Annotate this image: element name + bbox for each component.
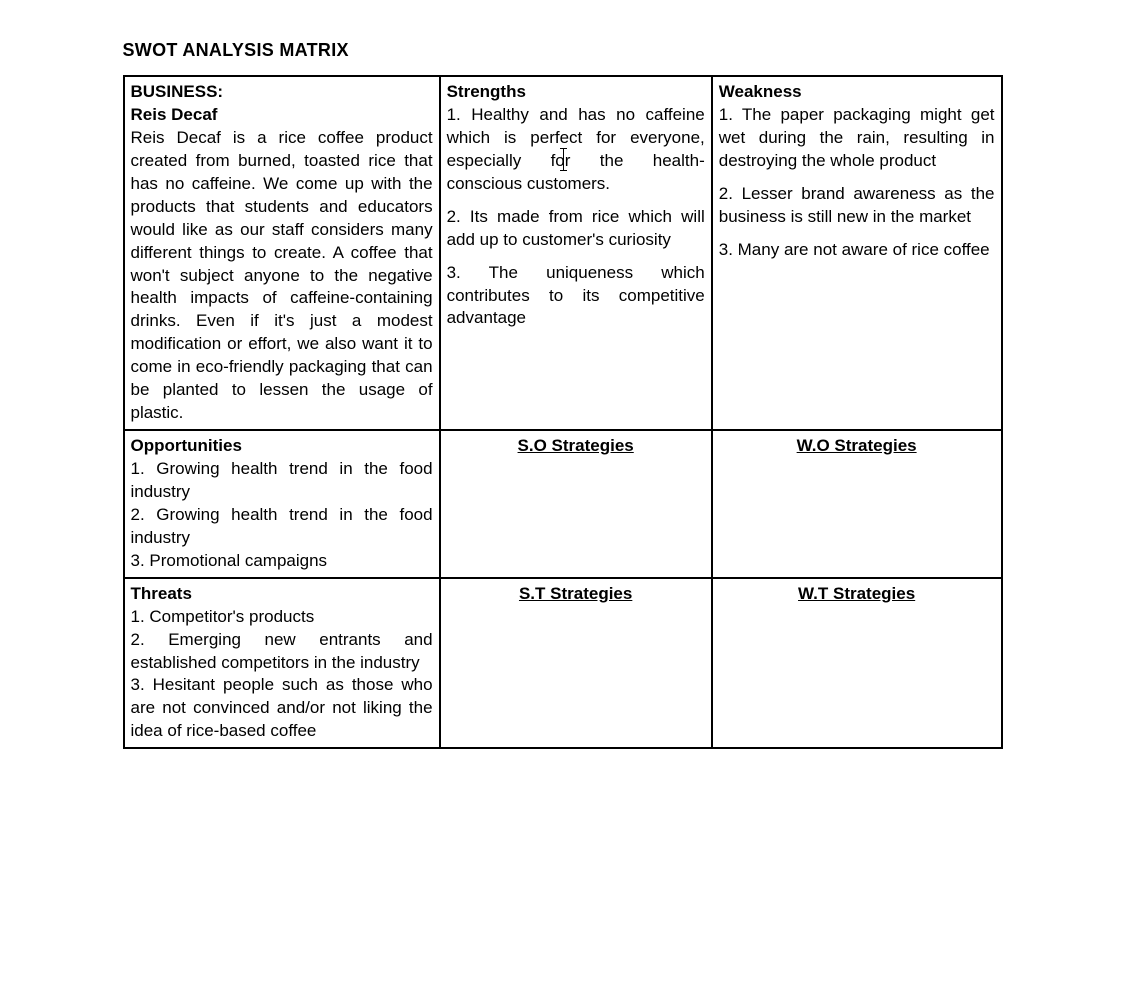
weakness-cell: Weakness 1. The paper packaging might ge… — [712, 76, 1002, 430]
threats-cell: Threats 1. Competitor's products 2. Emer… — [124, 578, 440, 749]
page-title: SWOT ANALYSIS MATRIX — [123, 40, 1003, 61]
so-strategies-label: S.O Strategies — [447, 435, 705, 458]
document-wrapper: SWOT ANALYSIS MATRIX BUSINESS: Reis Deca… — [123, 40, 1003, 749]
swot-row-threats: Threats 1. Competitor's products 2. Emer… — [124, 578, 1002, 749]
threats-label: Threats — [131, 583, 433, 606]
opportunity-item-3: 3. Promotional campaigns — [131, 550, 433, 573]
threat-item-3: 3. Hesitant people such as those who are… — [131, 674, 433, 743]
strength-item-3: 3. The uniqueness which contributes to i… — [447, 262, 705, 331]
swot-row-internal: BUSINESS: Reis Decaf Reis Decaf is a ric… — [124, 76, 1002, 430]
opportunities-label: Opportunities — [131, 435, 433, 458]
business-label: BUSINESS: — [131, 82, 224, 101]
weakness-label: Weakness — [719, 81, 995, 104]
business-description: Reis Decaf is a rice coffee product crea… — [131, 127, 433, 425]
strength-item-1: 1. Healthy and has no caffeine which is … — [447, 104, 705, 196]
opportunity-item-2: 2. Growing health trend in the food indu… — [131, 504, 433, 550]
swot-matrix-table: BUSINESS: Reis Decaf Reis Decaf is a ric… — [123, 75, 1003, 749]
threat-item-1: 1. Competitor's products — [131, 606, 433, 629]
business-name: Reis Decaf — [131, 104, 433, 127]
cursor-word-after: r — [565, 151, 571, 170]
wt-strategies-label: W.T Strategies — [719, 583, 995, 606]
strengths-label: Strengths — [447, 81, 705, 104]
st-strategies-label: S.T Strategies — [447, 583, 705, 606]
opportunity-item-1: 1. Growing health trend in the food indu… — [131, 458, 433, 504]
strength-item-2: 2. Its made from rice which will add up … — [447, 206, 705, 252]
wt-strategies-cell: W.T Strategies — [712, 578, 1002, 749]
threat-item-2: 2. Emerging new entrants and established… — [131, 629, 433, 675]
swot-row-opportunities: Opportunities 1. Growing health trend in… — [124, 430, 1002, 578]
wo-strategies-label: W.O Strategies — [719, 435, 995, 458]
st-strategies-cell: S.T Strategies — [440, 578, 712, 749]
weakness-item-3: 3. Many are not aware of rice coffee — [719, 239, 995, 262]
opportunities-cell: Opportunities 1. Growing health trend in… — [124, 430, 440, 578]
strengths-cell: Strengths 1. Healthy and has no caffeine… — [440, 76, 712, 430]
weakness-item-2: 2. Lesser brand awareness as the busines… — [719, 183, 995, 229]
weakness-item-1: 1. The paper packaging might get wet dur… — [719, 104, 995, 173]
so-strategies-cell: S.O Strategies — [440, 430, 712, 578]
business-cell: BUSINESS: Reis Decaf Reis Decaf is a ric… — [124, 76, 440, 430]
wo-strategies-cell: W.O Strategies — [712, 430, 1002, 578]
